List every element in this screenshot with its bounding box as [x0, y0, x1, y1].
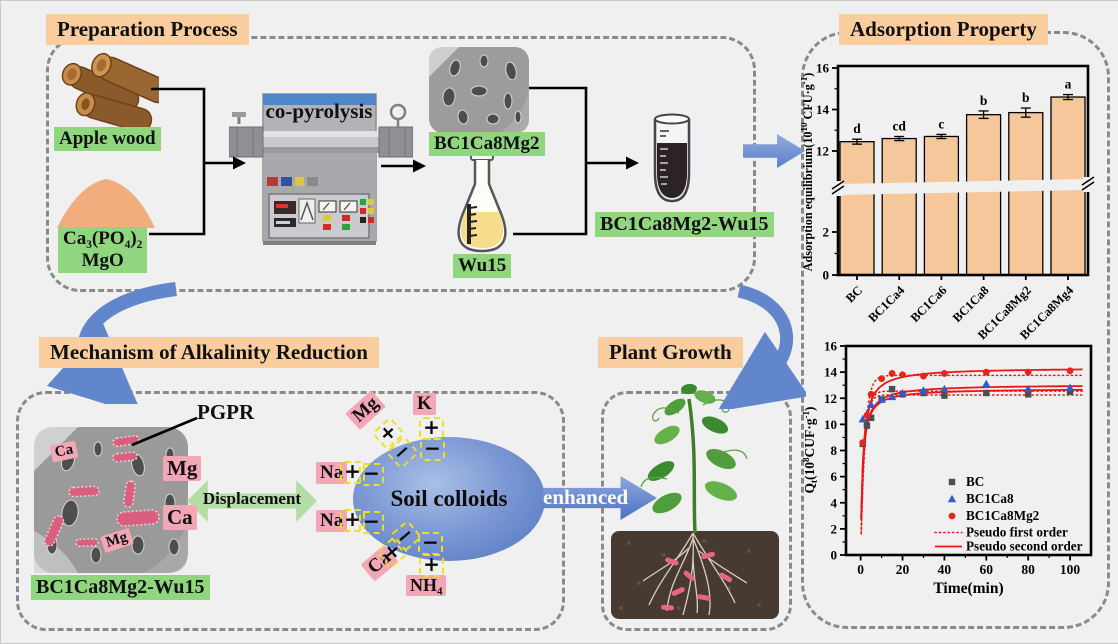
- pgpr-pointer-line: [131, 416, 198, 447]
- flask-illustration: [457, 154, 507, 253]
- product-tube-illustration: [653, 113, 691, 203]
- biochar-label: BC1Ca8Mg2: [429, 132, 545, 156]
- displacement-label: Displacement: [202, 489, 302, 508]
- mineral-label-line2: MgO: [81, 250, 124, 271]
- to-plant-arrow: [717, 284, 806, 409]
- ion-nh4-label: NH₄: [406, 575, 447, 596]
- ion-na1-label: Na: [316, 462, 348, 484]
- k-minus-sign: −: [420, 438, 445, 461]
- soil-colloid-ellipse: Soil colloids: [353, 437, 545, 561]
- ion-k-label: K: [413, 393, 436, 415]
- mineral-label-line1: Ca₃(PO₄)₂: [63, 228, 143, 249]
- na2-minus-sign: −: [359, 511, 384, 534]
- flask-graduations: [467, 204, 478, 244]
- preparation-connectors: [149, 86, 639, 236]
- apple-wood-logs-illustration: [61, 52, 159, 127]
- furnace-illustration: [229, 93, 413, 245]
- na2-plus-sign: +: [340, 509, 365, 532]
- sem-image-biochar: [429, 47, 529, 133]
- root-bacteria-rods: [660, 551, 733, 611]
- preparation-box: [46, 36, 756, 292]
- preparation-title: Preparation Process: [46, 14, 249, 45]
- adsorption-title: Adsorption Property: [839, 14, 1048, 45]
- furnace-label: co-pyrolysis: [265, 99, 373, 123]
- stem: [687, 398, 697, 534]
- na1-plus-sign: +: [340, 461, 365, 484]
- pgpr-label: PGPR: [197, 400, 255, 424]
- tube-graduations: [660, 148, 668, 185]
- mechanism-title: Mechanism of Alkalinity Reduction: [39, 337, 379, 368]
- released-ca-label: Ca: [163, 505, 197, 530]
- soil-colloid-label: Soil colloids: [390, 486, 508, 511]
- apple-wood-label: Apple wood: [54, 127, 161, 151]
- pgpr-rods: [43, 434, 160, 548]
- ion-na2-label: Na: [316, 510, 348, 532]
- product-label: BC1Ca8Mg2-Wu15: [595, 212, 774, 237]
- nh4-plus-sign: +: [419, 554, 444, 577]
- pea-plant-illustration: [611, 383, 779, 619]
- strain-label: Wu15: [453, 254, 512, 278]
- enhanced-label: enhanced: [543, 485, 629, 509]
- na1-minus-sign: −: [359, 463, 384, 486]
- sem-image-product: [34, 427, 188, 573]
- released-mg-label: Mg: [163, 456, 202, 481]
- furnace-chips: [267, 177, 318, 186]
- mineral-label: Ca₃(PO₄)₂ MgO: [58, 227, 148, 273]
- plant-title: Plant Growth: [598, 337, 743, 368]
- adsorption-box: [801, 31, 1110, 629]
- mechanism-box: [16, 391, 565, 631]
- furnace-control-panel: [268, 193, 374, 239]
- leaves: [647, 383, 738, 514]
- mineral-powder-illustration: [57, 179, 155, 228]
- mechanism-product-label: BC1Ca8Mg2-Wu15: [31, 575, 210, 600]
